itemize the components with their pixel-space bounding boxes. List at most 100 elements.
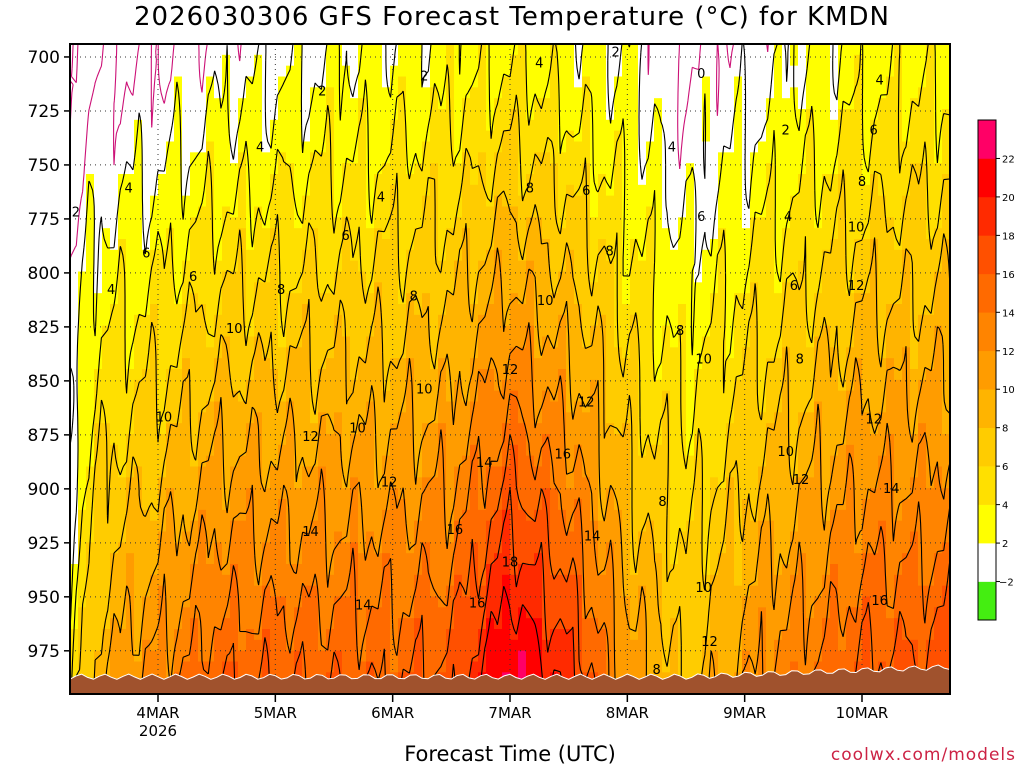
field-cell [126, 98, 135, 110]
field-cell [262, 499, 271, 511]
field-cell [286, 423, 295, 435]
field-cell [238, 184, 247, 197]
field-cell [238, 542, 247, 554]
field-cell [478, 509, 487, 522]
field-cell [254, 672, 263, 684]
field-cell [630, 509, 639, 522]
field-cell [318, 488, 327, 500]
field-cell [438, 412, 447, 424]
field-cell [350, 596, 359, 608]
field-cell [478, 369, 487, 381]
field-cell [486, 650, 495, 663]
field-cell [526, 271, 535, 283]
field-cell [566, 141, 575, 153]
field-cell [582, 336, 591, 348]
field-cell [630, 163, 639, 175]
field-cell [686, 152, 695, 164]
field-cell [702, 152, 711, 164]
field-cell [542, 347, 551, 359]
field-cell [614, 184, 623, 197]
field-cell [550, 54, 559, 67]
field-cell [590, 499, 599, 511]
field-cell [318, 650, 327, 663]
field-cell [326, 109, 335, 121]
field-cell [462, 76, 471, 88]
field-cell [478, 358, 487, 370]
field-cell [430, 639, 439, 652]
field-cell [302, 477, 311, 489]
field-cell [174, 271, 183, 283]
field-cell [206, 293, 215, 305]
field-cell [174, 358, 183, 370]
field-cell [398, 564, 407, 576]
field-cell [454, 271, 463, 283]
field-cell [302, 293, 311, 305]
field-cell [342, 195, 351, 208]
field-cell [606, 466, 615, 478]
field-cell [422, 304, 431, 316]
field-cell [230, 639, 239, 652]
field-cell [622, 585, 631, 598]
field-cell [286, 184, 295, 197]
field-cell [390, 629, 399, 641]
field-cell [70, 271, 79, 283]
field-cell [606, 650, 615, 663]
field-cell [286, 574, 295, 587]
field-cell [670, 564, 679, 576]
field-cell [470, 54, 479, 67]
field-cell [462, 358, 471, 370]
field-cell [478, 228, 487, 240]
field-cell [670, 217, 679, 229]
field-cell [462, 531, 471, 543]
field-cell [550, 564, 559, 576]
field-cell [78, 228, 87, 240]
field-cell [646, 639, 655, 652]
field-cell [558, 65, 567, 78]
field-cell [382, 76, 391, 88]
field-cell [494, 455, 503, 468]
field-cell [270, 477, 279, 489]
field-cell [614, 390, 623, 403]
field-cell [254, 650, 263, 663]
field-cell [630, 184, 639, 197]
field-cell [446, 141, 455, 153]
field-cell [694, 65, 703, 78]
field-cell [326, 596, 335, 608]
field-cell [70, 195, 79, 208]
field-cell [278, 455, 287, 468]
field-cell [694, 466, 703, 478]
field-cell [118, 98, 127, 110]
field-cell [246, 390, 255, 403]
field-cell [702, 271, 711, 283]
field-cell [686, 109, 695, 121]
field-cell [294, 455, 303, 468]
field-cell [326, 618, 335, 630]
field-cell [310, 217, 319, 229]
field-cell [718, 228, 727, 240]
field-cell [678, 650, 687, 663]
field-cell [94, 509, 103, 522]
field-cell [310, 509, 319, 522]
field-cell [678, 520, 687, 533]
field-cell [422, 76, 431, 88]
field-cell [294, 390, 303, 403]
field-cell [254, 163, 263, 175]
field-cell [366, 531, 375, 543]
field-cell [542, 260, 551, 273]
field-cell [710, 347, 719, 359]
field-cell [662, 661, 671, 673]
field-cell [414, 412, 423, 424]
field-cell [190, 369, 199, 381]
field-cell [462, 239, 471, 251]
field-cell [582, 54, 591, 67]
field-cell [150, 520, 159, 533]
field-cell [454, 477, 463, 489]
field-cell [526, 314, 535, 327]
field-cell [366, 141, 375, 153]
field-cell [606, 390, 615, 403]
field-cell [638, 477, 647, 489]
field-cell [438, 44, 447, 56]
field-cell [414, 466, 423, 478]
field-cell [142, 358, 151, 370]
field-cell [118, 661, 127, 673]
